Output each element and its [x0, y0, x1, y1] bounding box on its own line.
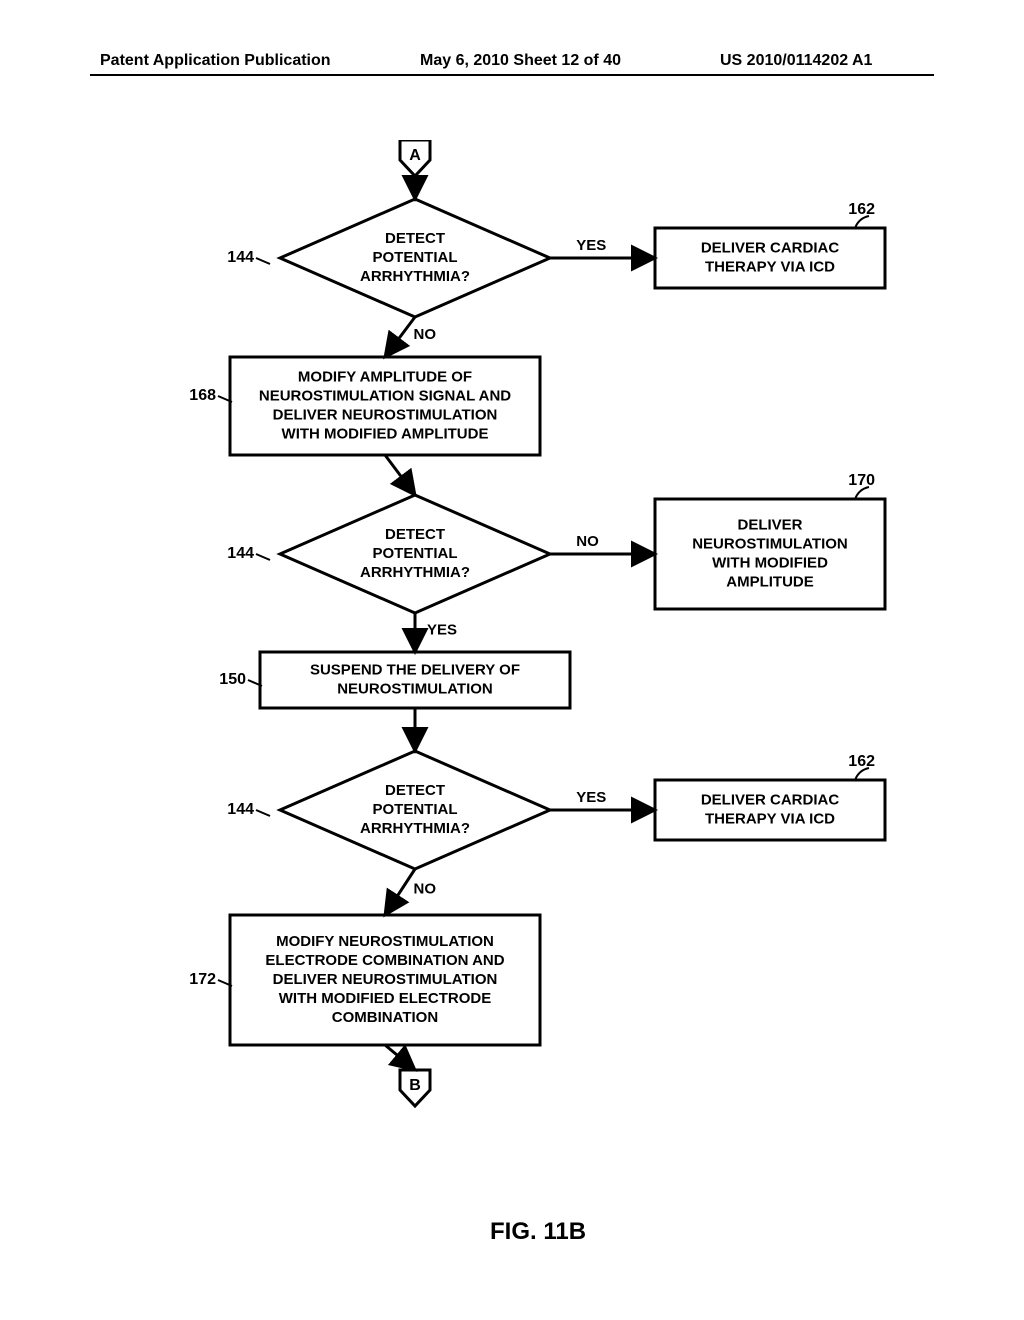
- flowchart: A DETECT POTENTIAL ARRHYTHMIA? DELIVER CARDI…: [90, 140, 934, 1220]
- svg-text:POTENTIAL: POTENTIAL: [373, 801, 458, 818]
- node-p170: DELIVER NEUROSTIMULATION WITH MODIFIED AMPL…: [655, 499, 885, 609]
- svg-text:DELIVER: DELIVER: [737, 516, 802, 533]
- svg-text:DETECT: DETECT: [385, 230, 445, 247]
- svg-text:AMPLITUDE: AMPLITUDE: [726, 573, 814, 590]
- edge: [385, 455, 415, 495]
- svg-text:DELIVER CARDIAC: DELIVER CARDIAC: [701, 239, 840, 256]
- header-center: May 6, 2010 Sheet 12 of 40: [420, 52, 621, 70]
- svg-text:THERAPY VIA ICD: THERAPY VIA ICD: [705, 810, 835, 827]
- ref-label: 150: [219, 671, 246, 688]
- edge-label: NO: [576, 533, 599, 550]
- svg-text:DETECT: DETECT: [385, 526, 445, 543]
- ref-label: 144: [227, 545, 254, 562]
- svg-text:POTENTIAL: POTENTIAL: [373, 545, 458, 562]
- svg-text:MODIFY NEUROSTIMULATION: MODIFY NEUROSTIMULATION: [276, 933, 494, 950]
- svg-text:ARRHYTHMIA?: ARRHYTHMIA?: [360, 268, 470, 285]
- svg-text:POTENTIAL: POTENTIAL: [373, 249, 458, 266]
- svg-text:NEUROSTIMULATION: NEUROSTIMULATION: [337, 680, 493, 697]
- header-rule: [90, 74, 934, 76]
- node-p150: SUSPEND THE DELIVERY OF NEUROSTIMULATION: [260, 652, 570, 708]
- svg-text:DETECT: DETECT: [385, 782, 445, 799]
- node-connB: B: [400, 1070, 430, 1106]
- svg-text:A: A: [409, 147, 421, 164]
- node-p172: MODIFY NEUROSTIMULATION ELECTRODE COMBINA…: [230, 915, 540, 1045]
- svg-text:WITH MODIFIED AMPLITUDE: WITH MODIFIED AMPLITUDE: [282, 425, 489, 442]
- svg-text:DELIVER NEUROSTIMULATION: DELIVER NEUROSTIMULATION: [273, 971, 498, 988]
- node-p162a: DELIVER CARDIAC THERAPY VIA ICD: [655, 228, 885, 288]
- svg-text:NEUROSTIMULATION SIGNAL AND: NEUROSTIMULATION SIGNAL AND: [259, 387, 511, 404]
- ref-label: 172: [189, 971, 216, 988]
- edge: [385, 1045, 415, 1070]
- svg-text:ELECTRODE COMBINATION AND: ELECTRODE COMBINATION AND: [265, 952, 504, 969]
- svg-text:ARRHYTHMIA?: ARRHYTHMIA?: [360, 820, 470, 837]
- svg-text:COMBINATION: COMBINATION: [332, 1009, 438, 1026]
- svg-text:WITH MODIFIED: WITH MODIFIED: [712, 554, 828, 571]
- node-p168: MODIFY AMPLITUDE OF NEUROSTIMULATION SIGN…: [230, 357, 540, 455]
- header-right: US 2010/0114202 A1: [720, 52, 872, 70]
- svg-text:MODIFY AMPLITUDE OF: MODIFY AMPLITUDE OF: [298, 368, 472, 385]
- ref-label: 162: [848, 753, 875, 770]
- edge: [385, 869, 415, 915]
- edge-label: NO: [414, 881, 437, 898]
- ref-label: 170: [848, 472, 875, 489]
- edge: [385, 317, 415, 357]
- ref-label: 162: [848, 201, 875, 218]
- node-connA: A: [400, 140, 430, 176]
- svg-text:SUSPEND THE DELIVERY OF: SUSPEND THE DELIVERY OF: [310, 661, 520, 678]
- node-d2: DETECT POTENTIAL ARRHYTHMIA?: [280, 495, 550, 613]
- edge-label: NO: [414, 326, 437, 343]
- ref-label: 144: [227, 249, 254, 266]
- page: Patent Application Publication May 6, 20…: [0, 0, 1024, 1320]
- svg-text:ARRHYTHMIA?: ARRHYTHMIA?: [360, 564, 470, 581]
- node-p162b: DELIVER CARDIAC THERAPY VIA ICD: [655, 780, 885, 840]
- figure-caption: FIG. 11B: [490, 1218, 586, 1246]
- svg-text:THERAPY VIA ICD: THERAPY VIA ICD: [705, 258, 835, 275]
- svg-text:NEUROSTIMULATION: NEUROSTIMULATION: [692, 535, 848, 552]
- svg-text:DELIVER CARDIAC: DELIVER CARDIAC: [701, 791, 840, 808]
- edge-label: YES: [576, 789, 606, 806]
- ref-label: 168: [189, 387, 216, 404]
- svg-text:B: B: [409, 1077, 421, 1094]
- edge-label: YES: [427, 622, 457, 639]
- node-d1: DETECT POTENTIAL ARRHYTHMIA?: [280, 199, 550, 317]
- header-left: Patent Application Publication: [100, 52, 331, 70]
- node-d3: DETECT POTENTIAL ARRHYTHMIA?: [280, 751, 550, 869]
- edge-label: YES: [576, 237, 606, 254]
- ref-label: 144: [227, 801, 254, 818]
- svg-text:WITH MODIFIED ELECTRODE: WITH MODIFIED ELECTRODE: [279, 990, 492, 1007]
- svg-text:DELIVER NEUROSTIMULATION: DELIVER NEUROSTIMULATION: [273, 406, 498, 423]
